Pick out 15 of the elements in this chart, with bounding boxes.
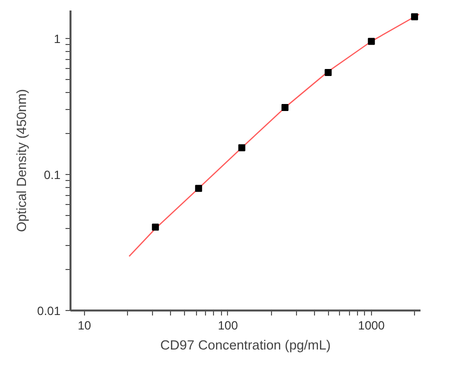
- y-axis-title: Optical Density (450nm): [14, 89, 30, 232]
- y-tick-label: 0.1: [44, 168, 61, 182]
- point: [195, 184, 202, 192]
- y-tick-label: 1: [54, 32, 61, 46]
- point: [152, 224, 159, 231]
- point: [281, 104, 288, 112]
- x-tick-label: 1000: [358, 318, 386, 332]
- x-tick-label: 10: [78, 318, 92, 332]
- point: [411, 13, 418, 20]
- x-tick-label: 100: [218, 318, 238, 332]
- point: [238, 144, 246, 152]
- point: [324, 69, 332, 76]
- point: [368, 38, 375, 45]
- x-axis-title: CD97 Concentration (pg/mL): [160, 338, 331, 352]
- y-tick-label: 0.01: [37, 304, 61, 318]
